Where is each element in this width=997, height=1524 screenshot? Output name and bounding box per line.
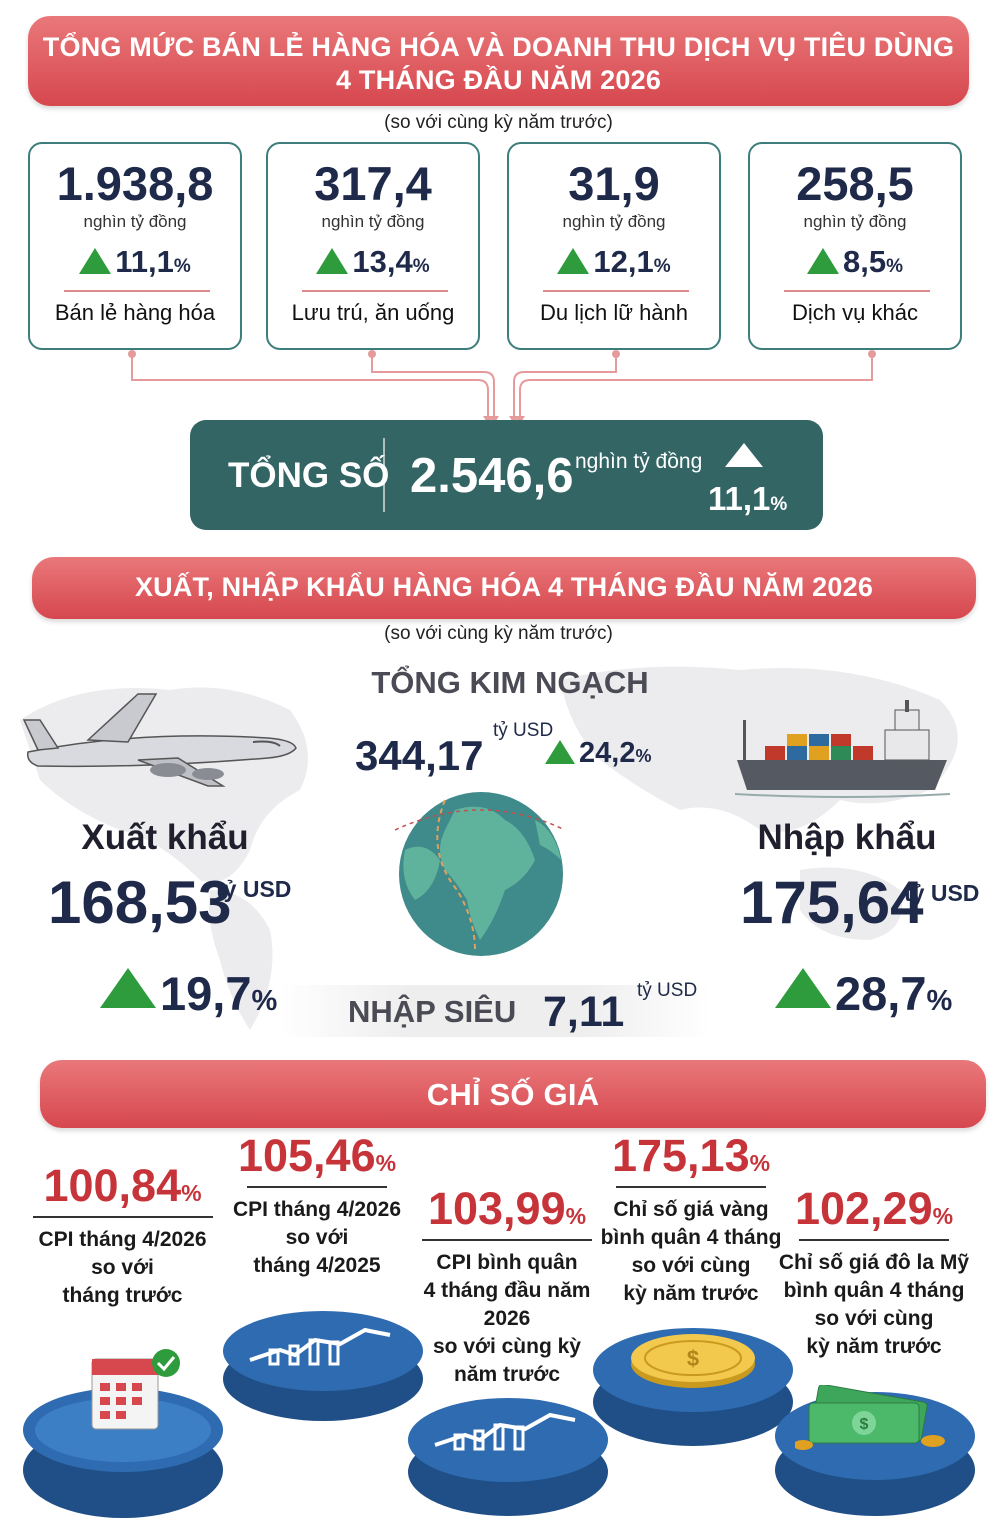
export-label: Xuất khẩu (81, 818, 249, 857)
up-arrow-icon (100, 968, 156, 1008)
price-desc: CPI tháng 4/2026 so với tháng 4/2025 (232, 1198, 402, 1277)
card-divider (784, 290, 930, 292)
retail-total-box: TỔNG SỐ 2.546,6 nghìn tỷ đồng 11,1% (190, 420, 823, 530)
price-value: 103,99% (427, 1183, 587, 1234)
price-desc: Chỉ số giá vàng bình quân 4 tháng so với c… (600, 1198, 782, 1305)
up-arrow-icon (775, 968, 831, 1008)
trade-title: XUẤT, NHẬP KHẨU HÀNG HÓA 4 THÁNG ĐẦU NĂM… (134, 572, 874, 602)
card-unit: nghìn tỷ đồng (562, 212, 666, 231)
price-divider (32, 1216, 213, 1218)
card-label: Du lịch lữ hành (539, 300, 689, 325)
card-value: 317,4 (314, 157, 432, 210)
import-unit: tỷ USD (904, 880, 980, 906)
import-label: Nhập khẩu (757, 818, 937, 857)
retail-card-goods: 1.938,8 nghìn tỷ đồng 11,1% Bán lẻ hàng … (28, 142, 242, 350)
card-change: 13,4% (268, 244, 478, 280)
up-arrow-icon (545, 740, 575, 764)
retail-subtitle: (so với cùng kỳ năm trước) (384, 112, 613, 133)
price-desc: CPI bình quân 4 tháng đầu năm 2026 so với … (423, 1251, 591, 1386)
turnover-change: 24,2% (545, 737, 651, 770)
card-divider (64, 290, 210, 292)
card-change: 12,1% (509, 244, 719, 280)
price-divider (422, 1239, 592, 1241)
retail-title-line2: 4 THÁNG ĐẦU NĂM 2026 (335, 65, 662, 95)
price-value: 100,84% (43, 1160, 202, 1211)
price-value: 102,29% (794, 1183, 954, 1234)
price-desc: Chỉ số giá đô la Mỹ bình quân 4 tháng so v… (778, 1251, 970, 1358)
card-divider (302, 290, 448, 292)
total-label: TỔNG SỐ (228, 456, 390, 495)
total-change: 11,1% (708, 480, 788, 517)
card-change: 8,5% (750, 244, 960, 280)
retail-title-banner: TỔNG MỨC BÁN LẺ HÀNG HÓA VÀ DOANH THU DỊ… (28, 16, 969, 106)
turnover-title: TỔNG KIM NGẠCH (371, 665, 649, 700)
up-arrow-icon (557, 248, 590, 274)
price-divider (247, 1186, 387, 1188)
retail-card-travel: 31,9 nghìn tỷ đồng 12,1% Du lịch lữ hành (507, 142, 721, 350)
total-divider (383, 438, 385, 512)
deficit-value: 7,11 (543, 988, 625, 1036)
price-item-gold: 175,13% Chỉ số giá vàng bình quân 4 tháng… (596, 1130, 786, 1308)
prices-title: CHỈ SỐ GIÁ (426, 1077, 600, 1112)
price-desc: CPI tháng 4/2026 so với tháng trước (38, 1228, 207, 1307)
price-value: 175,13% (611, 1130, 771, 1181)
total-value: 2.546,6 (410, 449, 574, 503)
card-value: 258,5 (796, 157, 914, 210)
airplane-icon (22, 693, 297, 787)
up-arrow-icon (725, 443, 763, 467)
export-change: 19,7% (100, 966, 277, 1021)
card-label: Lưu trú, ăn uống (291, 300, 455, 325)
svg-text:$: $ (860, 1416, 869, 1433)
price-item-usd: 102,29% Chỉ số giá đô la Mỹ bình quân 4 t… (774, 1183, 974, 1361)
up-arrow-icon (316, 248, 349, 274)
export-value: 168,53 (48, 869, 232, 936)
turnover-unit: tỷ USD (493, 720, 554, 741)
retail-title-line1: TỔNG MỨC BÁN LẺ HÀNG HÓA VÀ DOANH THU DỊ… (42, 32, 955, 62)
plate-platform (23, 1388, 223, 1518)
card-unit: nghìn tỷ đồng (803, 212, 907, 231)
trade-title-banner: XUẤT, NHẬP KHẨU HÀNG HÓA 4 THÁNG ĐẦU NĂM… (32, 557, 976, 619)
import-change: 28,7% (775, 966, 952, 1021)
card-unit: nghìn tỷ đồng (321, 212, 425, 231)
up-arrow-icon (79, 248, 112, 274)
total-unit: nghìn tỷ đồng (575, 450, 703, 473)
import-value: 175,64 (740, 869, 924, 936)
card-value: 31,9 (568, 157, 660, 210)
up-arrow-icon (806, 248, 839, 274)
price-divider (799, 1239, 949, 1241)
prices-title-banner: CHỈ SỐ GIÁ (40, 1060, 986, 1128)
price-value: 105,46% (237, 1130, 397, 1181)
globe-icon (394, 792, 566, 956)
price-divider (616, 1186, 766, 1188)
calendar-icon (91, 1349, 180, 1430)
gold-coin-icon: $ (631, 1334, 755, 1388)
card-connector-arrows (128, 350, 876, 424)
chart-icon (249, 1327, 391, 1366)
turnover-value: 344,17 (355, 732, 484, 779)
export-unit: tỷ USD (216, 876, 292, 902)
card-change: 11,1% (30, 244, 240, 280)
dollar-bills-icon: $ (795, 1385, 945, 1450)
deficit-band (280, 985, 710, 1037)
svg-text:$: $ (687, 1346, 699, 1371)
card-unit: nghìn tỷ đồng (83, 212, 187, 231)
card-label: Dịch vụ khác (792, 300, 918, 325)
price-item-cpi-month: 100,84% CPI tháng 4/2026 so với tháng trướ… (30, 1160, 215, 1310)
deficit-label: NHẬP SIÊU (348, 994, 517, 1029)
card-divider (543, 290, 689, 292)
chart-icon (434, 1412, 576, 1451)
retail-card-accommodation: 317,4 nghìn tỷ đồng 13,4% Lưu trú, ăn uố… (266, 142, 480, 350)
retail-card-other-services: 258,5 nghìn tỷ đồng 8,5% Dịch vụ khác (748, 142, 962, 350)
deficit-unit: tỷ USD (637, 980, 698, 1001)
price-item-cpi-yoy: 105,46% CPI tháng 4/2026 so với tháng 4/20… (222, 1130, 412, 1280)
price-item-cpi-average: 103,99% CPI bình quân 4 tháng đầu năm 202… (398, 1183, 616, 1389)
trade-subtitle: (so với cùng kỳ năm trước) (384, 623, 613, 644)
card-label: Bán lẻ hàng hóa (54, 300, 216, 325)
cargo-ship-icon (735, 700, 951, 798)
card-value: 1.938,8 (56, 157, 214, 210)
